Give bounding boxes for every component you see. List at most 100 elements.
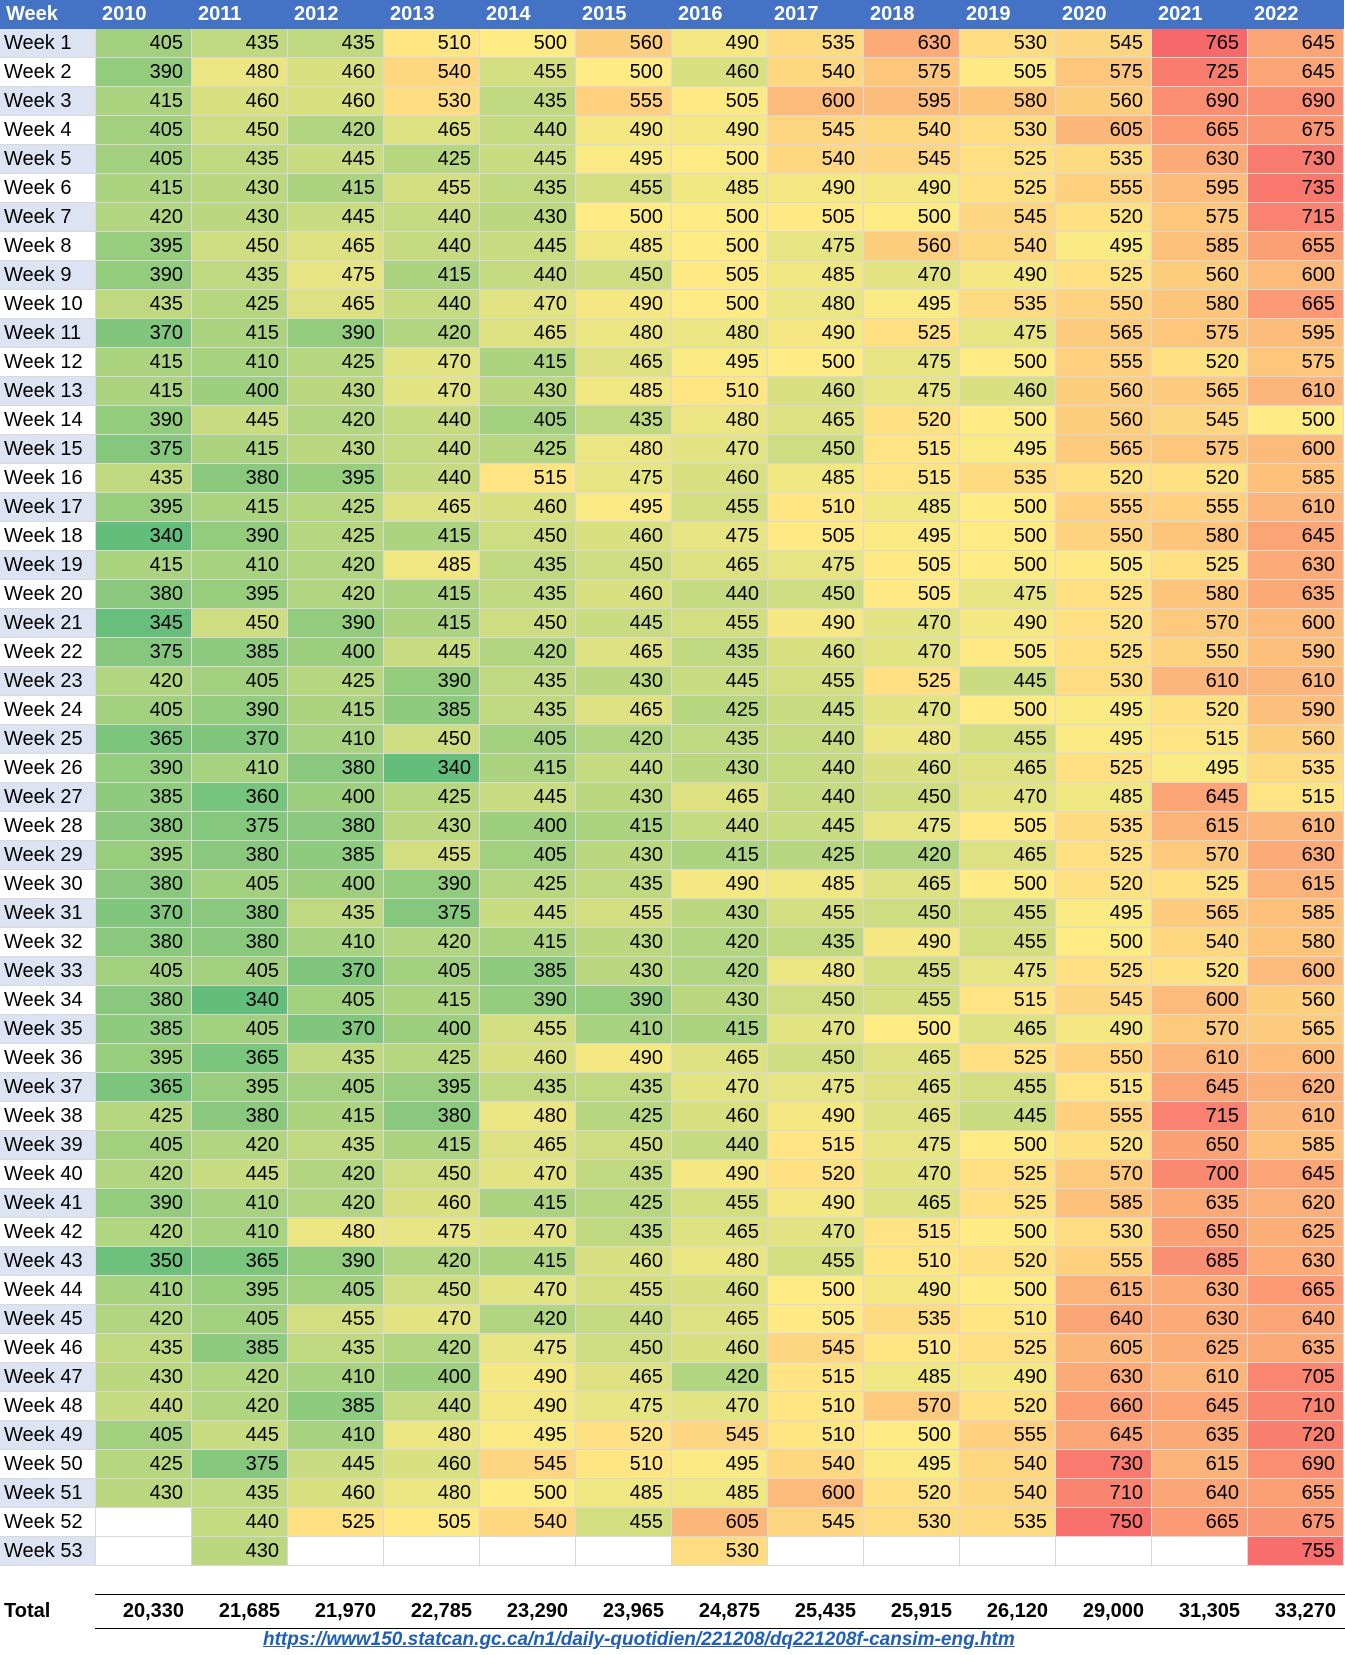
data-cell: 435 (480, 667, 576, 696)
data-cell: 590 (1248, 638, 1344, 667)
data-cell: 405 (288, 986, 384, 1015)
data-cell: 420 (96, 1160, 192, 1189)
data-cell: 450 (384, 725, 480, 754)
data-cell: 375 (384, 899, 480, 928)
data-cell: 525 (960, 174, 1056, 203)
data-cell: 435 (576, 1073, 672, 1102)
data-cell: 445 (960, 667, 1056, 696)
data-cell: 490 (768, 1102, 864, 1131)
data-cell: 410 (288, 725, 384, 754)
data-cell: 530 (672, 1537, 768, 1566)
data-cell: 465 (864, 870, 960, 899)
data-cell: 405 (384, 957, 480, 986)
data-cell: 585 (1152, 232, 1248, 261)
data-cell: 435 (672, 638, 768, 667)
data-cell: 435 (480, 174, 576, 203)
data-cell: 555 (576, 87, 672, 116)
header-year-2017: 2017 (768, 0, 864, 29)
data-cell: 605 (672, 1508, 768, 1537)
row-label: Week 13 (0, 377, 96, 406)
row-label: Week 25 (0, 725, 96, 754)
data-cell: 390 (576, 986, 672, 1015)
data-cell: 520 (1056, 1131, 1152, 1160)
data-cell: 425 (480, 435, 576, 464)
data-cell: 495 (672, 1450, 768, 1479)
data-cell: 435 (96, 1334, 192, 1363)
data-cell: 415 (96, 174, 192, 203)
data-cell: 415 (192, 319, 288, 348)
data-cell: 410 (192, 1218, 288, 1247)
data-cell: 560 (1056, 87, 1152, 116)
data-cell: 475 (864, 1131, 960, 1160)
total-label: Total (4, 1600, 51, 1622)
data-cell: 445 (960, 1102, 1056, 1131)
data-cell: 415 (384, 986, 480, 1015)
data-cell: 445 (288, 1450, 384, 1479)
data-cell: 495 (864, 290, 960, 319)
data-cell: 500 (960, 1131, 1056, 1160)
data-cell: 565 (1248, 1015, 1344, 1044)
data-cell: 595 (864, 87, 960, 116)
data-cell: 530 (960, 29, 1056, 58)
data-cell: 485 (864, 1363, 960, 1392)
data-cell: 460 (288, 58, 384, 87)
total-value-2010: 20,330 (122, 1600, 184, 1622)
data-cell: 460 (384, 1450, 480, 1479)
data-cell: 525 (288, 1508, 384, 1537)
data-cell: 570 (864, 1392, 960, 1421)
data-cell: 515 (768, 1363, 864, 1392)
data-cell: 600 (768, 87, 864, 116)
data-cell: 500 (672, 290, 768, 319)
data-cell: 510 (768, 1392, 864, 1421)
data-cell: 525 (960, 1160, 1056, 1189)
data-cell: 435 (288, 1131, 384, 1160)
data-cell: 495 (1056, 696, 1152, 725)
row-label: Week 45 (0, 1305, 96, 1334)
data-cell: 610 (1152, 667, 1248, 696)
data-cell: 465 (576, 348, 672, 377)
data-cell: 475 (768, 232, 864, 261)
source-link[interactable]: https://www150.statcan.gc.ca/n1/daily-qu… (263, 1629, 1015, 1650)
data-cell: 460 (768, 377, 864, 406)
data-cell: 415 (480, 754, 576, 783)
data-cell: 495 (960, 435, 1056, 464)
data-cell: 420 (384, 319, 480, 348)
data-cell: 465 (864, 1044, 960, 1073)
data-cell: 420 (384, 1334, 480, 1363)
data-cell: 380 (96, 986, 192, 1015)
data-cell: 490 (864, 928, 960, 957)
row-label: Week 36 (0, 1044, 96, 1073)
data-cell: 405 (480, 841, 576, 870)
data-cell: 415 (96, 87, 192, 116)
data-cell: 480 (480, 1102, 576, 1131)
data-cell: 505 (960, 812, 1056, 841)
data-cell: 485 (768, 261, 864, 290)
data-cell: 580 (1248, 928, 1344, 957)
data-cell: 470 (864, 1160, 960, 1189)
data-cell: 395 (96, 841, 192, 870)
data-cell: 725 (1152, 58, 1248, 87)
data-cell: 460 (384, 1189, 480, 1218)
data-cell: 395 (96, 232, 192, 261)
data-cell: 435 (576, 406, 672, 435)
data-cell: 475 (960, 319, 1056, 348)
data-cell: 525 (1056, 638, 1152, 667)
data-cell: 565 (1152, 899, 1248, 928)
data-cell: 550 (1152, 638, 1248, 667)
data-cell: 545 (1056, 986, 1152, 1015)
data-cell: 545 (768, 116, 864, 145)
data-cell: 440 (768, 754, 864, 783)
data-cell: 630 (1248, 551, 1344, 580)
header-week: Week (0, 0, 96, 29)
data-cell: 575 (1152, 319, 1248, 348)
data-cell: 465 (960, 841, 1056, 870)
data-cell: 455 (576, 899, 672, 928)
data-cell: 490 (576, 290, 672, 319)
data-cell: 660 (1056, 1392, 1152, 1421)
data-cell: 390 (192, 522, 288, 551)
data-cell: 420 (192, 1131, 288, 1160)
data-cell: 440 (384, 435, 480, 464)
data-cell: 555 (1056, 348, 1152, 377)
data-cell: 435 (672, 725, 768, 754)
row-label: Week 18 (0, 522, 96, 551)
